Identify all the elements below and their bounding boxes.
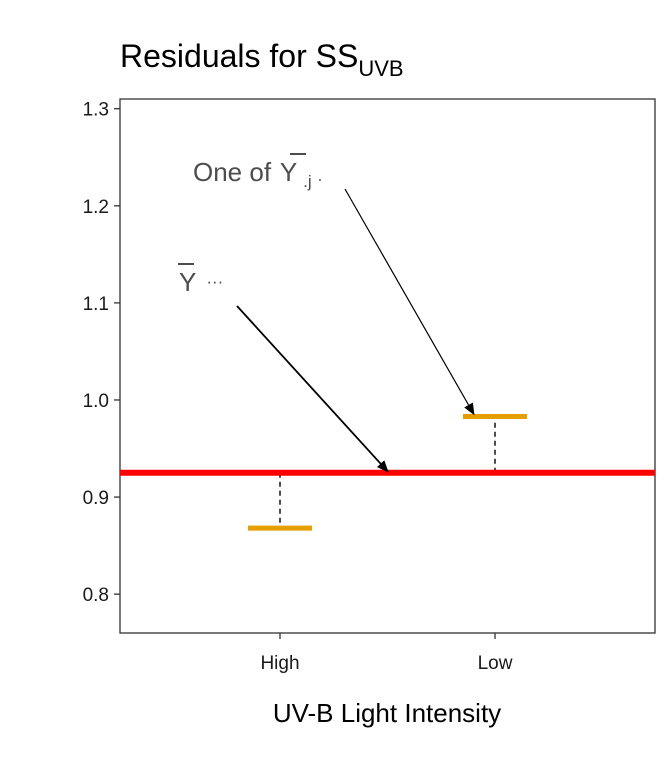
x-tick-label: Low xyxy=(478,653,513,674)
y-tick-label: 1.0 xyxy=(83,391,109,412)
plot-panel xyxy=(119,98,656,634)
y-tick-label: 1.3 xyxy=(83,100,109,121)
y-tick-label: 0.9 xyxy=(83,488,109,509)
y-tick-label: 1.2 xyxy=(83,197,109,218)
y-axis: 0.8 0.9 1.0 1.1 1.2 1.3 xyxy=(83,100,120,606)
chart-title-subscript: UVB xyxy=(358,56,403,81)
annotation-grand-mean: Y ··· xyxy=(178,263,389,473)
annotation-group-mean-arrow xyxy=(344,188,475,416)
annotation-grand-mean-arrow xyxy=(236,305,389,473)
x-tick-label: High xyxy=(260,653,299,674)
chart-title: Residuals for SSUVB xyxy=(120,38,404,81)
annotation-grand-mean-text: Y ··· xyxy=(179,267,223,297)
x-axis-title: UV-B Light Intensity xyxy=(273,698,501,728)
x-axis: High Low xyxy=(260,633,513,674)
data-layer xyxy=(120,413,655,531)
y-tick-label: 1.1 xyxy=(83,294,109,315)
chart-title-main: Residuals for SS xyxy=(120,38,358,74)
annotation-group-mean-text: One of Y .j. xyxy=(193,157,322,191)
y-tick-label: 0.8 xyxy=(83,585,109,606)
annotation-group-mean: One of Y .j. xyxy=(193,153,475,416)
